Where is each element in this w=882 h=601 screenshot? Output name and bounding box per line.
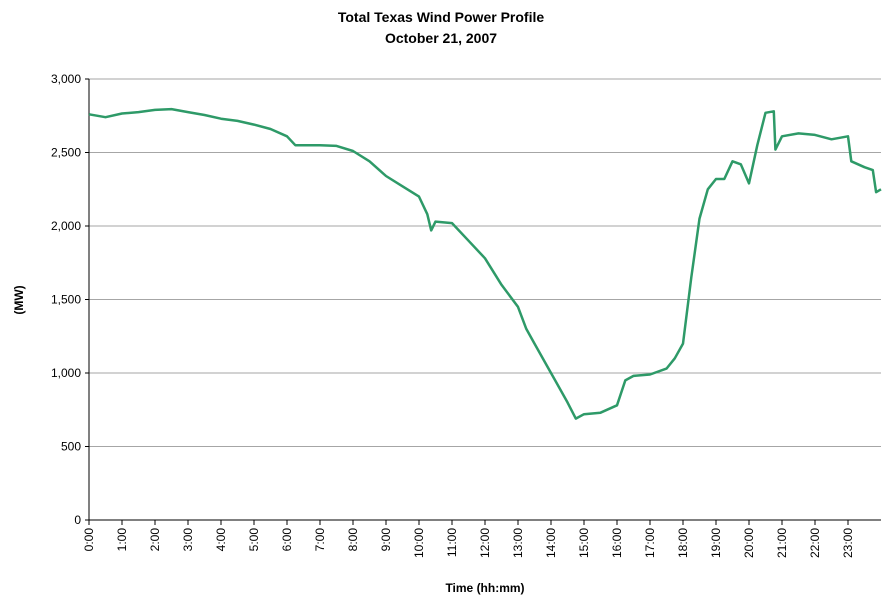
y-tick-label: 1,500 (51, 293, 81, 307)
x-tick-label: 3:00 (181, 528, 195, 552)
x-tick-label: 15:00 (577, 528, 591, 558)
y-axis-title: (MW) (12, 285, 26, 314)
x-tick-label: 13:00 (511, 528, 525, 558)
x-tick-label: 12:00 (478, 528, 492, 558)
data-line (88, 107, 882, 420)
x-tick-label: 4:00 (214, 528, 228, 552)
chart-title: Total Texas Wind Power Profile (338, 9, 544, 25)
x-tick-label: 1:00 (115, 528, 129, 552)
x-tick-label: 9:00 (379, 528, 393, 552)
x-tick-label: 14:00 (544, 528, 558, 558)
x-tick-label: 17:00 (643, 528, 657, 558)
y-tick-label: 2,500 (51, 146, 81, 160)
x-tick-label: 19:00 (709, 528, 723, 558)
x-tick-label: 10:00 (412, 528, 426, 558)
y-tick-label: 3,000 (51, 72, 81, 86)
x-tick-label: 23:00 (841, 528, 855, 558)
y-tick-label: 0 (74, 513, 81, 527)
x-tick-label: 11:00 (445, 528, 459, 557)
x-tick-label: 8:00 (346, 528, 360, 552)
x-tick-label: 18:00 (676, 528, 690, 558)
x-tick-label: 2:00 (148, 528, 162, 552)
x-tick-label: 5:00 (247, 528, 261, 552)
x-axis-title: Time (hh:mm) (445, 581, 524, 595)
x-tick-label: 22:00 (808, 528, 822, 558)
y-tick-label: 500 (61, 440, 81, 454)
x-tick-label: 16:00 (610, 528, 624, 558)
x-tick-label: 20:00 (742, 528, 756, 558)
x-tick-label: 7:00 (313, 528, 327, 552)
y-tick-label: 2,000 (51, 219, 81, 233)
x-tick-label: 6:00 (280, 528, 294, 552)
x-tick-label: 0:00 (82, 528, 96, 552)
y-tick-label: 1,000 (51, 366, 81, 380)
chart-subtitle: October 21, 2007 (385, 30, 497, 46)
x-tick-label: 21:00 (775, 528, 789, 558)
